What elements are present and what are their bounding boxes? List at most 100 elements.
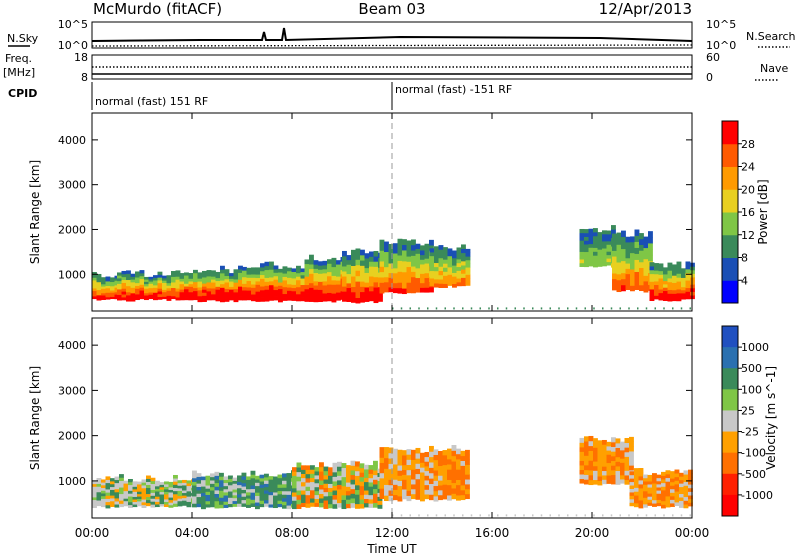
echo-cell	[301, 485, 306, 491]
echo-cell	[300, 287, 306, 292]
echo-cell	[205, 494, 211, 499]
colorbar-swatch	[722, 326, 738, 348]
echo-cell	[616, 244, 622, 251]
echo-cell	[681, 277, 686, 282]
echo-cell	[602, 248, 607, 253]
echo-cell	[139, 287, 145, 291]
echo-cell	[438, 489, 443, 496]
echo-cell	[135, 296, 140, 301]
echo-cell	[171, 295, 176, 300]
echo-cell	[121, 297, 127, 301]
echo-cell	[162, 296, 167, 300]
echo-cell	[373, 276, 379, 283]
echo-cell	[452, 272, 457, 277]
echo-cell	[402, 493, 407, 500]
echo-cell	[443, 255, 448, 260]
echo-cell	[314, 502, 320, 507]
echo-cell	[638, 499, 644, 505]
echo-cell	[621, 266, 626, 274]
echo-cell	[355, 281, 361, 288]
echo-cell	[379, 277, 385, 283]
echo-cell	[638, 503, 644, 509]
echo-cell	[139, 272, 145, 277]
echo-cell	[602, 453, 607, 458]
echo-cell	[201, 495, 206, 500]
echo-cell	[332, 467, 338, 473]
echo-cell	[157, 271, 163, 275]
echo-cell	[173, 487, 178, 492]
echo-cell	[196, 496, 202, 501]
echo-cell	[688, 487, 693, 492]
echo-cell	[397, 480, 403, 487]
echo-cell	[397, 276, 403, 283]
echo-cell	[579, 465, 585, 470]
echo-cell	[305, 482, 311, 487]
echo-cell	[260, 278, 265, 283]
echo-cell	[647, 490, 653, 494]
echo-cell	[121, 282, 127, 286]
echo-cell	[579, 469, 585, 475]
echo-cell	[442, 484, 448, 490]
echo-cell	[629, 481, 635, 486]
echo-cell	[433, 490, 439, 497]
echo-cell	[273, 498, 278, 502]
nsearch-trace	[91, 44, 693, 47]
echo-cell	[92, 282, 97, 286]
echo-cell	[579, 437, 585, 443]
echo-cell	[305, 490, 311, 496]
echo-cell	[661, 479, 666, 484]
echo-cell	[384, 457, 389, 464]
echo-cell	[384, 266, 389, 273]
echo-cell	[350, 460, 356, 466]
echo-cell	[402, 450, 407, 456]
echo-cell	[606, 470, 612, 476]
echo-cell	[291, 297, 297, 301]
echo-cell	[251, 270, 256, 275]
echo-cell	[451, 477, 457, 484]
echo-cell	[211, 270, 216, 274]
colorbar-swatch	[722, 452, 738, 475]
echo-cell	[672, 297, 677, 302]
echo-cell	[319, 462, 324, 468]
echo-cell	[268, 479, 274, 483]
echo-cell	[588, 243, 594, 248]
echo-cell	[346, 273, 352, 279]
echo-cell	[444, 514, 446, 517]
echo-cell	[643, 481, 648, 485]
echo-cell	[606, 475, 612, 480]
echo-cell	[611, 460, 616, 466]
echo-cell	[268, 488, 274, 493]
echo-cell	[661, 500, 666, 505]
echo-cell	[532, 307, 534, 310]
echo-cell	[319, 475, 324, 481]
echo-cell	[241, 503, 247, 507]
echo-cell	[296, 293, 301, 298]
echo-cell	[171, 282, 176, 286]
echo-cell	[214, 479, 220, 484]
echo-cell	[123, 493, 129, 497]
echo-cell	[350, 502, 356, 508]
echo-cell	[128, 490, 133, 494]
colorbar-swatch	[722, 389, 738, 411]
echo-cell	[292, 479, 297, 485]
echo-cell	[588, 435, 594, 442]
echo-cell	[434, 250, 439, 255]
echo-cell	[229, 297, 234, 301]
echo-cell	[456, 453, 461, 460]
echo-cell	[159, 484, 165, 488]
echo-cell	[397, 282, 403, 289]
echo-cell	[241, 492, 247, 497]
echo-cell	[685, 280, 691, 285]
echo-cell	[606, 441, 612, 447]
echo-cell	[202, 280, 207, 284]
echo-cell	[460, 465, 466, 471]
echo-cell	[433, 485, 439, 492]
echo-cell	[424, 253, 430, 259]
echo-cell	[309, 278, 314, 284]
echo-cell	[602, 233, 607, 238]
echo-cell	[193, 296, 198, 301]
echo-cell	[264, 261, 270, 267]
echo-cell	[255, 294, 261, 299]
echo-cell	[110, 492, 115, 496]
echo-cell	[628, 514, 630, 517]
